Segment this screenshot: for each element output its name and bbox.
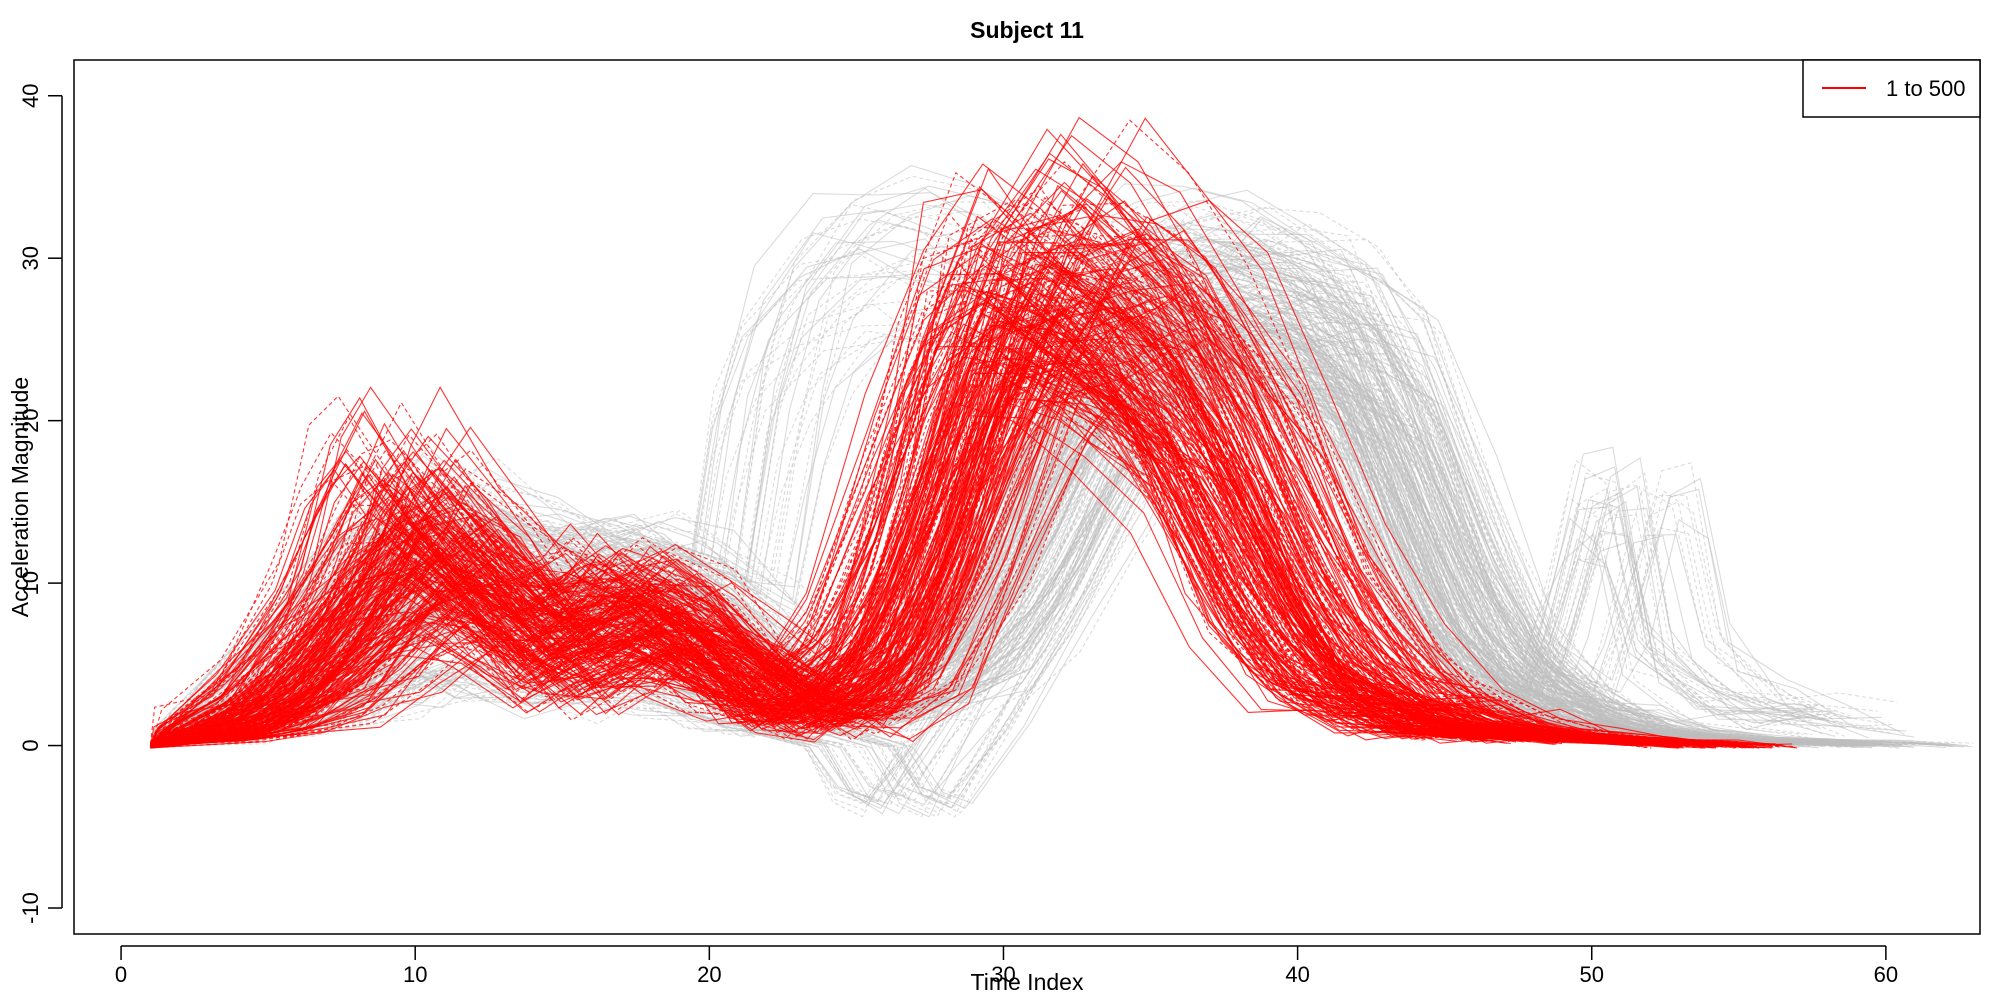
series-line — [150, 237, 1556, 748]
series-line — [150, 262, 1554, 745]
series-line — [150, 285, 1573, 749]
series-line — [150, 205, 1619, 749]
series-line — [150, 334, 1557, 745]
series-line — [150, 337, 1796, 749]
series-line — [150, 342, 1628, 802]
series-line — [150, 286, 1590, 749]
series-line — [150, 331, 1681, 801]
series-line — [150, 308, 1545, 748]
series-line — [150, 291, 1766, 749]
series-line — [150, 296, 1717, 809]
series-line — [150, 164, 1735, 747]
y-tick-label: 20 — [18, 408, 43, 432]
x-tick-label: 10 — [403, 962, 427, 987]
series-line — [150, 259, 1601, 749]
series-line — [150, 181, 1536, 749]
series-line — [150, 253, 1683, 748]
series-line — [150, 224, 1724, 747]
x-tick-label: 60 — [1874, 962, 1898, 987]
series-line — [150, 348, 1632, 803]
series-line — [150, 283, 1621, 744]
x-tick-label: 40 — [1285, 962, 1309, 987]
series-line — [150, 293, 1549, 744]
series-line — [150, 167, 1518, 747]
highlight-series-group — [149, 116, 1798, 749]
series-line — [150, 202, 1538, 745]
series-line — [150, 200, 1615, 749]
series-line — [150, 361, 1616, 747]
series-line — [150, 372, 1732, 749]
series-line — [150, 397, 1706, 748]
series-line — [150, 243, 1770, 747]
x-axis: 0 10 20 30 40 50 60 — [115, 945, 1898, 987]
series-line — [150, 344, 1715, 748]
series-line — [150, 196, 1579, 747]
y-axis-label: Acceleration Magnitude — [7, 377, 33, 617]
series-line — [150, 304, 1687, 748]
series-line — [150, 225, 1702, 818]
series-line — [150, 282, 1563, 747]
series-line — [150, 299, 1717, 809]
series-line — [150, 305, 1823, 745]
series-line — [150, 152, 1521, 747]
series-line — [150, 345, 1525, 745]
series-line — [150, 303, 1610, 745]
x-tick-label: 50 — [1579, 962, 1603, 987]
x-tick-label: 30 — [991, 962, 1015, 987]
series-line — [150, 338, 1457, 744]
series-line — [150, 323, 1627, 746]
chart-title: Subject 11 — [970, 17, 1084, 43]
series-line — [150, 309, 1701, 749]
series-line — [150, 300, 1670, 749]
series-line — [150, 203, 1734, 748]
y-tick-label: 0 — [18, 739, 43, 751]
y-tick-label: 10 — [18, 571, 43, 595]
series-line — [150, 195, 1793, 746]
series-line — [149, 378, 1800, 746]
series-line — [150, 203, 1493, 746]
series-line — [150, 301, 1517, 744]
series-line — [150, 259, 1750, 746]
legend: 1 to 500 — [1802, 59, 1981, 118]
x-tick-label: 0 — [115, 962, 127, 987]
y-axis: -10 0 10 20 30 40 — [18, 83, 63, 924]
series-line — [150, 287, 1773, 747]
y-tick-label: -10 — [18, 892, 43, 924]
series-line — [150, 214, 1649, 746]
series-line — [150, 287, 1781, 748]
series-line — [150, 307, 1703, 748]
series-line — [150, 304, 1720, 807]
series-line — [150, 228, 1812, 744]
series-line — [150, 301, 1528, 747]
legend-label: 1 to 500 — [1886, 76, 1966, 101]
y-tick-label: 30 — [18, 246, 43, 270]
series-line — [150, 227, 1533, 748]
series-line — [150, 290, 1458, 747]
series-line — [149, 323, 1478, 744]
series-line — [150, 369, 1642, 747]
series-line — [150, 284, 1730, 810]
series-line — [150, 161, 1592, 747]
series-line — [150, 357, 1680, 747]
series-line — [150, 292, 1551, 746]
series-line — [150, 281, 1783, 746]
series-line — [150, 363, 1826, 748]
series-line — [150, 212, 1821, 749]
plot-frame — [73, 59, 1981, 935]
x-tick-label: 20 — [697, 962, 721, 987]
series-line — [150, 357, 1556, 749]
x-axis-label: Time Index — [971, 969, 1084, 995]
series-line — [150, 326, 1580, 745]
series-line — [150, 376, 1598, 745]
series-line — [150, 268, 1582, 747]
series-line — [150, 321, 1737, 805]
series-line — [150, 316, 1478, 747]
series-line — [150, 337, 1718, 801]
series-line — [150, 397, 1716, 797]
y-tick-label: 40 — [18, 83, 43, 107]
series-line — [150, 351, 1895, 747]
